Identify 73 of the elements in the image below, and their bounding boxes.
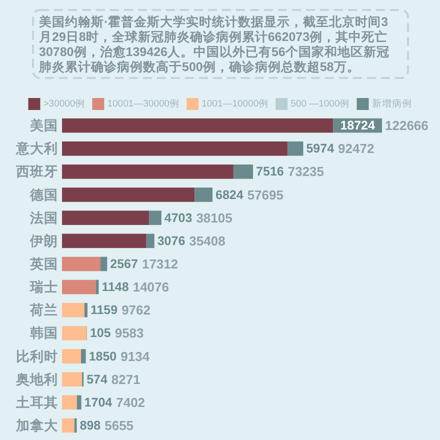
bar (62, 188, 195, 202)
bar (146, 234, 154, 248)
total-label: 38105 (196, 210, 232, 226)
bar (62, 280, 96, 294)
y-tick-label: 加拿大 (15, 418, 59, 433)
legend-label: >30000例 (43, 98, 86, 110)
total-label: 92472 (338, 141, 374, 156)
data-label: 1148 (102, 280, 129, 294)
legend-label: 1001—10000例 (202, 98, 269, 110)
data-label: 6824 (216, 188, 244, 202)
total-label: 5655 (104, 418, 134, 433)
y-tick-label: 美国 (29, 117, 58, 134)
bar (62, 256, 100, 272)
bar (62, 210, 150, 225)
legend-label: 500 —1000例 (290, 98, 350, 110)
data-label: 7516 (256, 164, 284, 179)
legend-label: 10001—30000例 (107, 98, 180, 110)
bar (288, 141, 304, 156)
y-tick-label: 瑞士 (29, 280, 58, 295)
data-label: 5974 (306, 142, 334, 156)
bar (62, 372, 82, 386)
y-tick-label: 西班牙 (15, 164, 58, 180)
bar (62, 118, 334, 133)
total-label: 9583 (114, 326, 144, 341)
data-label: 1850 (88, 349, 117, 364)
total-label: 14076 (132, 280, 169, 295)
y-tick-label: 德国 (29, 187, 58, 202)
bar (76, 395, 82, 410)
y-tick-label: 奥地利 (15, 372, 58, 387)
total-label: 8271 (111, 372, 140, 387)
bar (100, 256, 108, 272)
data-label: 1704 (84, 395, 112, 410)
bar (62, 164, 234, 179)
y-tick-label: 荷兰 (29, 302, 58, 318)
y-tick-label: 英国 (29, 256, 58, 272)
data-label: 4703 (164, 210, 192, 225)
total-label: 9134 (120, 348, 150, 364)
bar (62, 395, 77, 410)
bar (74, 418, 77, 433)
bar (96, 280, 99, 294)
chart-subtitle: 美国约翰斯·霍普金斯大学实时统计数据显示，截至北京时间3月29日8时，全球新冠肺炎确诊病例累计662073例，其中死亡30780例，治愈139426人。中国以外已有56个国家和地区新冠肺炎累计确诊病例数高于500例，确诊病例总数超58万。 (38, 14, 390, 74)
data-label: 574 (86, 372, 108, 386)
y-tick-label: 意大利 (15, 140, 58, 156)
bar (62, 234, 146, 248)
bar (233, 164, 254, 179)
bar (62, 141, 288, 156)
bar (62, 418, 74, 433)
bar (194, 188, 213, 202)
legend-label: 新增病例 (372, 98, 412, 110)
bar (62, 302, 84, 318)
bar (84, 302, 88, 318)
y-tick-label: 土耳其 (15, 394, 58, 410)
total-label: 9762 (122, 302, 151, 318)
data-label: 1159 (90, 303, 118, 318)
y-tick-label: 比利时 (16, 348, 58, 364)
total-label: 35408 (189, 233, 226, 248)
data-label: 18724 (340, 118, 375, 133)
total-label: 57695 (247, 187, 284, 202)
bar (62, 326, 87, 340)
y-tick-label: 法国 (29, 210, 58, 226)
data-label: 898 (80, 418, 101, 432)
data-label: 3076 (157, 234, 186, 248)
bar (81, 349, 86, 364)
bar (62, 349, 81, 364)
bar (149, 210, 162, 225)
total-label: 122666 (385, 118, 428, 134)
y-tick-label: 韩国 (29, 326, 58, 341)
total-label: 7402 (116, 394, 146, 410)
y-tick-label: 伊朗 (29, 232, 58, 248)
data-label: 105 (90, 326, 111, 340)
total-label: 73235 (288, 164, 324, 180)
data-label: 2567 (110, 256, 138, 271)
total-label: 17312 (142, 256, 178, 272)
